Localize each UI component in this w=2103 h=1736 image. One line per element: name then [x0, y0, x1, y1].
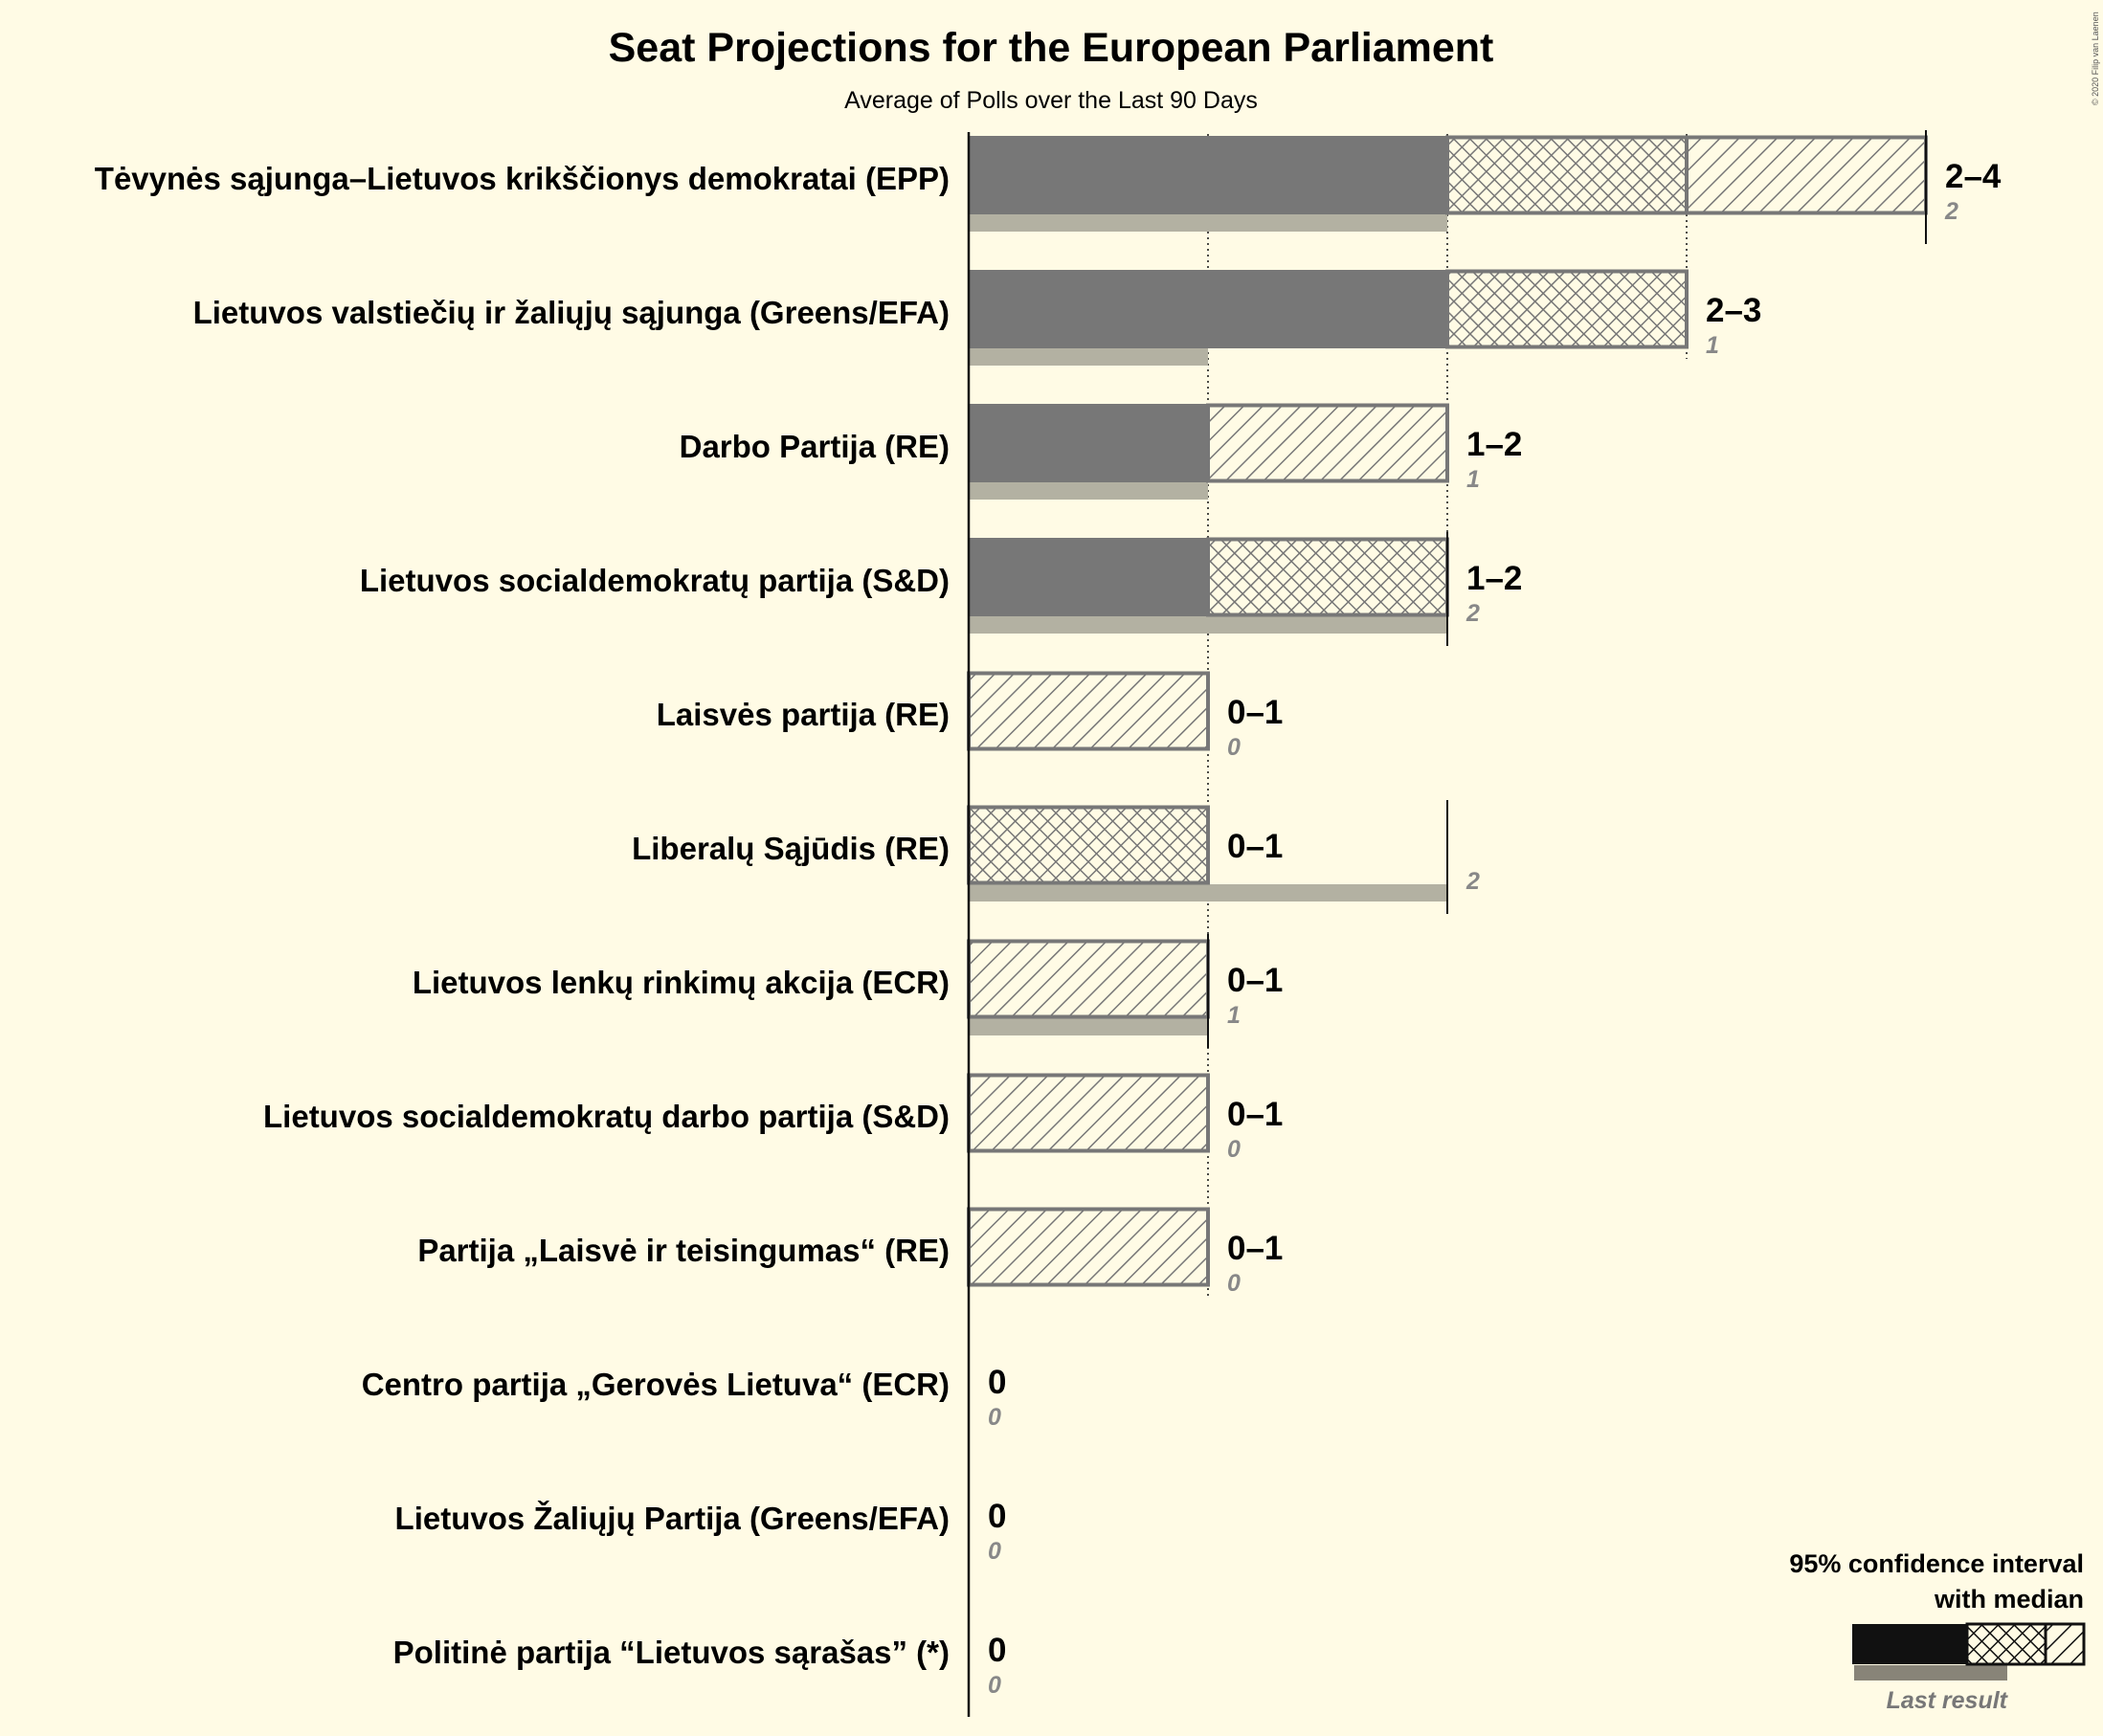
last-result-label: 0 — [988, 1538, 1001, 1565]
range-label: 1–2 — [1466, 560, 1522, 597]
party-label: Partija „Laisvė ir teisingumas“ (RE) — [417, 1233, 950, 1268]
chart-subtitle: Average of Polls over the Last 90 Days — [844, 87, 1258, 114]
legend-solid-swatch — [1852, 1624, 1967, 1664]
last-result-label: 2 — [1465, 868, 1480, 895]
party-row: Politinė partija “Lietuvos sąrašas” (*) 0… — [393, 1632, 1007, 1699]
legend-ci-label-line2: with median — [1934, 1585, 2084, 1614]
party-label: Liberalų Sąjūdis (RE) — [632, 831, 950, 866]
last-result-label: 0 — [1227, 1270, 1241, 1297]
range-label: 0–1 — [1227, 962, 1283, 999]
range-label: 2–4 — [1945, 158, 2002, 195]
ci-solid-bar — [969, 270, 1447, 348]
legend: 95% confidence interval with median Last… — [1789, 1549, 2086, 1714]
range-label: 0–1 — [1227, 1096, 1283, 1133]
party-row: Laisvės partija (RE) 0–1 0 — [657, 671, 1283, 761]
last-result-bar — [969, 482, 1208, 500]
party-row: Lietuvos socialdemokratų partija (S&D) 1–… — [360, 532, 1522, 646]
last-result-label: 1 — [1706, 332, 1719, 359]
range-label: 0–1 — [1227, 1230, 1283, 1267]
last-result-label: 0 — [988, 1672, 1001, 1699]
party-row: Partija „Laisvė ir teisingumas“ (RE) 0–1 0 — [417, 1207, 1283, 1297]
party-row: Centro partija „Gerovės Lietuva“ (ECR) 0 0 — [362, 1364, 1007, 1431]
last-result-label: 0 — [1227, 1136, 1241, 1163]
chart-title: Seat Projections for the European Parlia… — [609, 25, 1494, 71]
ci-hatch-bar — [967, 939, 1210, 1019]
range-label: 0 — [988, 1632, 1006, 1669]
legend-last-result-label: Last result — [1887, 1687, 2009, 1714]
party-label: Darbo Partija (RE) — [680, 429, 950, 464]
party-label: Lietuvos socialdemokratų partija (S&D) — [360, 563, 950, 598]
range-label: 0–1 — [1227, 828, 1283, 865]
ci-hatch-bar — [967, 671, 1210, 751]
ci-solid-bar — [969, 136, 1447, 214]
last-result-label: 2 — [1465, 600, 1480, 627]
party-label: Centro partija „Gerovės Lietuva“ (ECR) — [362, 1367, 950, 1402]
party-row: Liberalų Sąjūdis (RE) 0–1 2 — [632, 800, 1480, 914]
last-result-label: 0 — [988, 1404, 1001, 1431]
ci-solid-bar — [969, 538, 1208, 616]
ci-crosshatch-bar — [967, 805, 1210, 885]
party-row: Lietuvos socialdemokratų darbo partija (… — [263, 1073, 1283, 1163]
ci-hatch-bar — [1206, 403, 1449, 483]
legend-last-result-bar — [1854, 1665, 2007, 1680]
party-label: Lietuvos socialdemokratų darbo partija (… — [263, 1099, 950, 1134]
last-result-label: 1 — [1466, 466, 1480, 493]
ci-crosshatch-bar — [1206, 537, 1449, 617]
party-row: Lietuvos lenkų rinkimų akcija (ECR) 0–1 1 — [413, 934, 1283, 1048]
legend-ci-label-line1: 95% confidence interval — [1789, 1549, 2084, 1578]
ci-solid-bar — [969, 404, 1208, 482]
last-result-label: 1 — [1227, 1002, 1241, 1029]
range-label: 2–3 — [1706, 292, 1761, 329]
party-row: Lietuvos Žaliųjų Partija (Greens/EFA) 0 0 — [395, 1498, 1007, 1565]
ci-crosshatch-bar — [1445, 135, 1689, 215]
party-label: Lietuvos Žaliųjų Partija (Greens/EFA) — [395, 1501, 950, 1536]
last-result-bar — [969, 884, 1447, 901]
party-label: Lietuvos lenkų rinkimų akcija (ECR) — [413, 965, 950, 1000]
range-label: 0 — [988, 1498, 1006, 1535]
range-label: 0–1 — [1227, 694, 1283, 731]
party-label: Tėvynės sąjunga–Lietuvos krikščionys dem… — [95, 161, 950, 196]
range-label: 0 — [988, 1364, 1006, 1401]
party-row: Darbo Partija (RE) 1–2 1 — [680, 403, 1522, 500]
party-row: Lietuvos valstiečių ir žaliųjų sąjunga (… — [193, 269, 1761, 366]
ci-crosshatch-bar — [1445, 269, 1689, 349]
last-result-bar — [969, 1018, 1208, 1035]
party-rows: Tėvynės sąjunga–Lietuvos krikščionys dem… — [95, 130, 2002, 1699]
party-label: Laisvės partija (RE) — [657, 697, 950, 732]
party-row: Tėvynės sąjunga–Lietuvos krikščionys dem… — [95, 130, 2002, 244]
last-result-label: 2 — [1944, 198, 1958, 225]
last-result-bar — [969, 616, 1447, 634]
ci-hatch-bar — [967, 1073, 1210, 1153]
legend-crosshatch-swatch — [1965, 1622, 2047, 1666]
ci-hatch-bar — [1685, 135, 1928, 215]
party-label: Politinė partija “Lietuvos sąrašas” (*) — [393, 1635, 950, 1670]
ci-hatch-bar — [967, 1207, 1210, 1287]
last-result-label: 0 — [1227, 734, 1241, 761]
range-label: 1–2 — [1466, 426, 1522, 463]
copyright-note: © 2020 Filip van Laenen — [2091, 11, 2100, 105]
last-result-bar — [969, 348, 1208, 366]
last-result-bar — [969, 214, 1447, 232]
legend-hatch-swatch — [2044, 1622, 2086, 1666]
party-label: Lietuvos valstiečių ir žaliųjų sąjunga (… — [193, 295, 950, 330]
